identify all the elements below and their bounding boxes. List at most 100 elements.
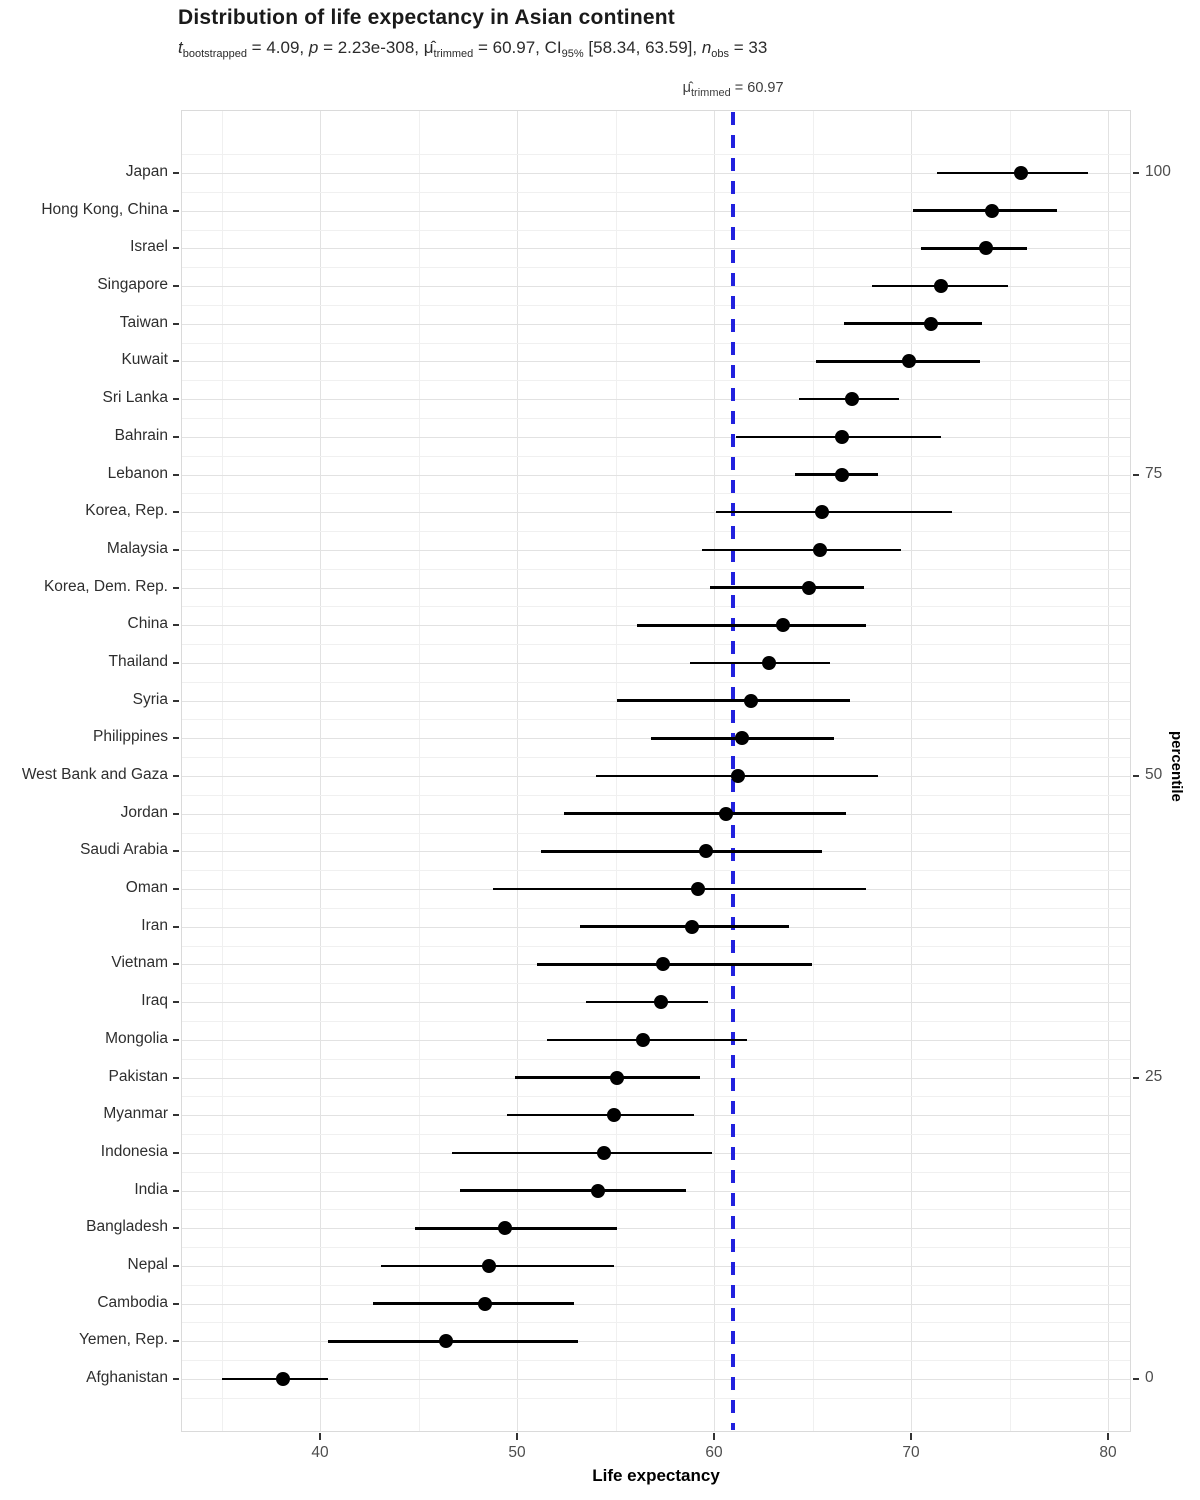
y-axis-label: Iraq	[141, 992, 168, 1010]
ci-bar	[637, 623, 866, 627]
y-axis-label: Kuwait	[121, 351, 168, 369]
mean-dot	[606, 1108, 621, 1123]
gridline-minor-horizontal	[181, 1096, 1131, 1098]
y-axis-tick	[173, 1302, 179, 1305]
x-axis-tick	[319, 1433, 321, 1440]
ref-label-segment: = 60.97	[730, 80, 784, 96]
y-axis-tick	[173, 1264, 179, 1267]
gridline-minor-horizontal	[181, 832, 1131, 834]
y-axis-tick	[173, 1340, 179, 1343]
gridline-minor-horizontal	[181, 945, 1131, 947]
y-axis-tick	[173, 172, 179, 174]
percentile-axis-tick	[1133, 1378, 1139, 1380]
gridline-minor-vertical	[615, 110, 617, 1432]
y-axis-label: Korea, Rep.	[85, 502, 168, 520]
percentile-tick-label: 75	[1145, 464, 1163, 482]
y-axis-tick	[173, 1114, 179, 1117]
gridline-major-vertical	[1108, 110, 1109, 1432]
mean-dot	[718, 806, 733, 821]
mean-dot	[482, 1258, 497, 1273]
mean-dot	[813, 542, 828, 557]
gridline-minor-horizontal	[181, 719, 1131, 721]
gridline-minor-horizontal	[181, 455, 1131, 457]
ci-bar	[493, 887, 866, 891]
gridline-major-horizontal	[181, 474, 1131, 476]
mean-dot	[902, 354, 917, 369]
gridline-minor-vertical	[812, 110, 814, 1432]
y-axis-label: Mongolia	[105, 1029, 168, 1047]
subtitle-segment: obs	[711, 48, 730, 60]
ci-bar	[381, 1264, 614, 1268]
y-axis-tick	[173, 473, 179, 476]
y-axis-tick	[173, 209, 179, 212]
percentile-axis-tick	[1133, 473, 1139, 476]
mean-dot	[685, 919, 700, 934]
percentile-tick-label: 0	[1145, 1369, 1154, 1386]
y-axis-tick	[173, 548, 179, 551]
ci-bar	[702, 548, 902, 552]
gridline-minor-horizontal	[181, 681, 1131, 683]
y-axis-tick	[173, 850, 179, 853]
x-axis-tick	[516, 1433, 518, 1440]
y-axis-label: Taiwan	[119, 313, 168, 331]
ci-bar	[844, 322, 982, 326]
subtitle-segment: = 60.97, CI	[473, 38, 562, 57]
mean-dot	[923, 316, 938, 331]
y-axis-label: Myanmar	[103, 1105, 168, 1123]
ci-bar	[710, 586, 864, 589]
subtitle-segment: bootstrapped	[182, 48, 247, 60]
gridline-minor-horizontal	[181, 1284, 1131, 1286]
gridline-minor-horizontal	[181, 342, 1131, 344]
gridline-major-vertical	[911, 110, 912, 1432]
y-axis-tick	[173, 737, 179, 740]
mean-dot	[984, 203, 999, 218]
mean-dot	[439, 1334, 454, 1349]
gridline-minor-horizontal	[181, 644, 1131, 646]
ci-bar	[564, 812, 846, 815]
mean-dot	[844, 392, 859, 407]
percentile-tick-label: 100	[1145, 163, 1171, 180]
mean-dot	[275, 1372, 290, 1386]
percentile-axis-tick	[1133, 1076, 1139, 1079]
y-axis-tick	[173, 435, 179, 438]
mean-dot	[590, 1183, 605, 1198]
gridline-minor-horizontal	[181, 1058, 1131, 1060]
y-axis-label: Singapore	[97, 276, 168, 294]
ref-label-segment: μ̂	[682, 80, 691, 96]
gridline-major-horizontal	[181, 399, 1131, 401]
y-axis-label: Hong Kong, China	[41, 200, 168, 218]
y-axis-label: Syria	[132, 690, 168, 708]
ci-bar	[221, 1377, 328, 1381]
y-axis-label: Oman	[125, 879, 168, 897]
gridline-major-horizontal	[181, 549, 1131, 551]
gridline-major-horizontal	[181, 436, 1131, 438]
gridline-minor-horizontal	[181, 794, 1131, 796]
mean-dot	[699, 844, 714, 859]
gridline-major-horizontal	[181, 1303, 1131, 1305]
y-axis-label: Saudi Arabia	[80, 841, 168, 859]
gridline-minor-horizontal	[181, 380, 1131, 382]
y-axis-tick	[173, 624, 179, 627]
ci-bar	[459, 1189, 687, 1192]
mean-dot	[734, 731, 749, 746]
mean-dot	[653, 995, 668, 1010]
subtitle-segment: = 2.23e-308,	[318, 38, 424, 57]
gridline-minor-horizontal	[181, 1171, 1131, 1173]
mean-dot	[815, 505, 830, 520]
gridline-major-horizontal	[181, 173, 1131, 174]
chart-subtitle: tbootstrapped = 4.09, p = 2.23e-308, μ̂t…	[178, 38, 767, 60]
y-axis-label: Korea, Dem. Rep.	[43, 577, 168, 595]
y-axis-label: Israel	[130, 238, 168, 256]
y-axis-tick	[173, 661, 179, 664]
x-tick-label: 50	[508, 1444, 526, 1461]
mean-dot	[478, 1296, 493, 1311]
gridline-minor-horizontal	[181, 229, 1131, 231]
y-axis-label: Lebanon	[107, 464, 168, 482]
gridline-major-horizontal	[181, 1379, 1131, 1380]
subtitle-segment: = 4.09,	[246, 38, 309, 57]
mean-dot	[835, 467, 850, 482]
gridline-major-horizontal	[181, 248, 1131, 250]
y-axis-label: India	[134, 1180, 168, 1198]
